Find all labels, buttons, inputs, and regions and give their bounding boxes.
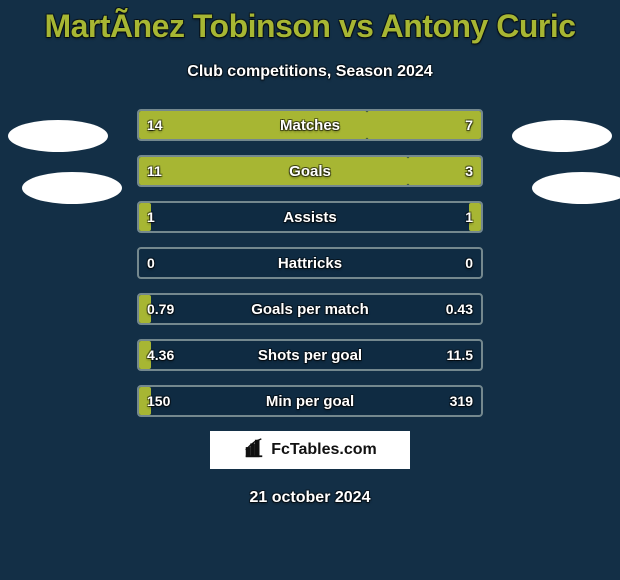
bar-track [137,385,483,417]
stat-row: Assists11 [137,201,483,233]
bar-track [137,247,483,279]
player-left-ellipse-1 [8,120,108,152]
bar-fill-right [408,157,481,185]
bar-track [137,339,483,371]
stat-row: Goals per match0.790.43 [137,293,483,325]
watermark-text: FcTables.com [271,441,377,459]
bar-fill-right [367,111,481,139]
comparison-infographic: MartÃ­nez Tobinson vs Antony Curic Club … [0,0,620,580]
bar-fill-left [139,295,151,323]
bar-fill-right [469,203,481,231]
chart-icon [243,437,265,464]
stat-row: Hattricks00 [137,247,483,279]
bar-track [137,109,483,141]
date-text: 21 october 2024 [0,489,620,507]
bar-fill-left [139,157,408,185]
page-title: MartÃ­nez Tobinson vs Antony Curic [0,8,620,45]
stat-row: Goals113 [137,155,483,187]
bar-fill-left [139,111,367,139]
stat-row: Min per goal150319 [137,385,483,417]
bar-track [137,201,483,233]
stats-bars: Matches147 Goals113 Assists11 Hattricks00 Go… [137,109,483,417]
subtitle: Club competitions, Season 2024 [0,63,620,81]
stat-row: Shots per goal4.3611.5 [137,339,483,371]
player-right-ellipse-1 [512,120,612,152]
bar-track [137,293,483,325]
bar-fill-left [139,203,151,231]
player-right-ellipse-2 [532,172,620,204]
stat-row: Matches147 [137,109,483,141]
bar-track [137,155,483,187]
bar-fill-left [139,341,151,369]
watermark: FcTables.com [210,431,410,469]
bar-fill-left [139,387,151,415]
player-left-ellipse-2 [22,172,122,204]
